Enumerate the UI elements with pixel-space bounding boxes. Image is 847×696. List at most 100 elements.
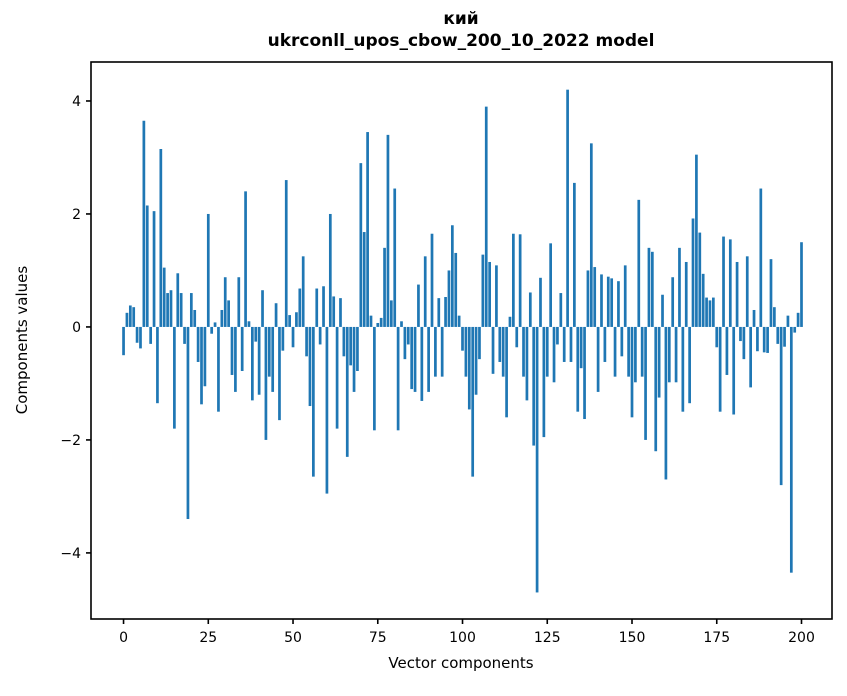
bar	[162, 267, 166, 327]
x-tick-label: 75	[369, 630, 387, 646]
bar	[264, 326, 268, 440]
bar	[688, 326, 691, 404]
bar	[528, 292, 532, 327]
x-tick-label: 0	[119, 630, 128, 646]
bar	[769, 259, 773, 327]
y-tick-label: 2	[72, 207, 81, 223]
bar	[464, 326, 468, 377]
bar	[559, 293, 563, 327]
bar	[335, 326, 339, 429]
bar	[122, 326, 125, 356]
bar	[142, 120, 146, 327]
bar	[278, 326, 281, 421]
bar	[176, 273, 180, 327]
bar	[776, 326, 780, 344]
bar	[596, 326, 600, 392]
bar	[230, 326, 234, 375]
bar	[179, 293, 183, 327]
bar	[630, 326, 634, 418]
bar	[495, 265, 498, 327]
bar	[576, 326, 580, 412]
bar	[545, 326, 549, 377]
bar	[359, 163, 363, 327]
bar	[800, 242, 803, 327]
bar	[684, 261, 688, 327]
bar	[515, 326, 519, 348]
bar	[573, 182, 576, 327]
bar	[312, 326, 315, 477]
chart-title-line1: кий	[443, 9, 478, 29]
y-tick-label: 0	[72, 320, 81, 336]
bar	[759, 188, 763, 327]
bar	[440, 326, 444, 377]
bar	[613, 326, 617, 377]
bar	[789, 326, 793, 573]
bar	[281, 326, 285, 351]
bar	[203, 326, 207, 387]
bar	[532, 326, 536, 446]
bar	[505, 326, 508, 418]
bar	[254, 326, 258, 342]
bar	[413, 326, 417, 392]
bar	[722, 236, 725, 327]
bar	[779, 326, 783, 486]
bar	[349, 326, 353, 366]
bar	[447, 270, 451, 327]
plot-area: 0 25 50 75 100 125 150 175 200 4 2 0 −2 −4	[60, 61, 833, 646]
bar	[654, 326, 658, 452]
bar	[637, 199, 641, 327]
bar	[664, 326, 668, 480]
bar	[745, 256, 749, 327]
bar	[705, 297, 708, 327]
bar	[332, 296, 336, 327]
bar	[396, 326, 400, 431]
bar	[183, 326, 186, 344]
bar	[125, 312, 129, 327]
bar	[762, 326, 766, 353]
bar	[796, 312, 800, 327]
bar	[284, 180, 288, 327]
bar	[691, 218, 695, 327]
bar	[423, 256, 427, 327]
bar	[586, 270, 590, 327]
bar	[535, 326, 539, 593]
bar	[579, 326, 583, 369]
bar	[498, 326, 502, 362]
bar	[152, 211, 156, 327]
bar	[288, 315, 291, 327]
bar	[210, 326, 214, 334]
bar	[132, 307, 136, 327]
bar	[566, 89, 569, 327]
bar	[766, 326, 769, 353]
bar	[562, 326, 566, 362]
bar	[583, 326, 586, 420]
bar	[339, 298, 342, 327]
bar	[217, 326, 220, 412]
bar	[525, 326, 529, 401]
bar	[128, 305, 132, 327]
bar	[600, 274, 603, 327]
bar	[481, 254, 485, 327]
bar	[213, 322, 217, 327]
bar	[488, 261, 491, 327]
x-tick-label: 125	[534, 630, 561, 646]
bar	[484, 106, 488, 327]
bar	[366, 132, 369, 327]
bar	[701, 273, 705, 327]
bar	[220, 309, 224, 327]
bar	[512, 233, 515, 327]
bar	[712, 297, 715, 327]
bar	[461, 326, 464, 351]
bar	[325, 326, 329, 494]
y-tick-label: −4	[60, 546, 81, 562]
bar	[223, 277, 227, 327]
bar	[457, 315, 461, 327]
bar	[471, 326, 475, 477]
bar	[569, 326, 573, 362]
bar	[783, 326, 786, 347]
bar	[752, 309, 756, 327]
bar	[193, 309, 197, 327]
x-axis-label: Vector components	[388, 654, 533, 672]
bar	[251, 326, 254, 401]
